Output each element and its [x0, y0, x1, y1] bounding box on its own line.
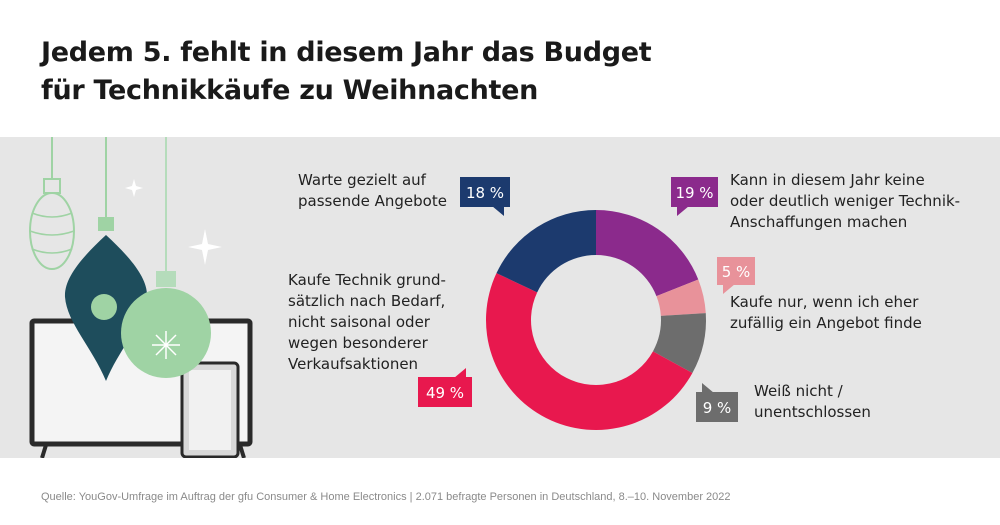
label-budget-line: Anschaffungen machen — [730, 213, 908, 231]
slice-bedarf — [486, 273, 693, 430]
label-angebote: Warte gezielt auf passende Angebote — [298, 170, 447, 212]
label-budget-line: oder deutlich weniger Technik- — [730, 192, 961, 210]
label-unentschlossen: Weiß nicht / unentschlossen — [754, 381, 871, 423]
chart-panel: 19 % 5 % 9 % 49 % 18 % Warte gezielt auf pas… — [0, 137, 1000, 458]
label-bedarf-line: Verkaufsaktionen — [288, 355, 419, 373]
label-budget: Kann in diesem Jahr keine oder deutlich … — [730, 170, 960, 233]
slice-angebote — [496, 210, 596, 293]
value-callouts: 19 % 5 % 9 % 49 % 18 % — [418, 177, 755, 422]
label-angebote-line: Warte gezielt auf — [298, 171, 426, 189]
ornament-green-icon — [121, 137, 211, 378]
callout-bedarf: 49 % — [418, 368, 472, 407]
title-line-1: Jedem 5. fehlt in diesem Jahr das Budget — [41, 37, 652, 68]
data-label-bedarf: 49 % — [426, 384, 464, 402]
label-zufall: Kaufe nur, wenn ich eher zufällig ein An… — [730, 292, 922, 334]
label-bedarf-line: sätzlich nach Bedarf, — [288, 292, 446, 310]
chart-canvas: 19 % 5 % 9 % 49 % 18 % — [29, 137, 755, 458]
title-line-2: für Technikkäufe zu Weihnachten — [41, 75, 539, 106]
ornament-outline-icon — [29, 137, 75, 270]
label-bedarf-line: wegen besonderer — [288, 334, 428, 352]
sparkle-icon — [125, 179, 222, 265]
data-label-angebote: 18 % — [466, 184, 504, 202]
data-label-zufall: 5 % — [722, 263, 751, 281]
callout-zufall: 5 % — [717, 257, 755, 294]
label-bedarf-line: nicht saisonal oder — [288, 313, 430, 331]
label-zufall-line: zufällig ein Angebot finde — [730, 314, 922, 332]
label-bedarf: Kaufe Technik grund- sätzlich nach Bedar… — [288, 270, 446, 375]
data-label-budget: 19 % — [675, 184, 713, 202]
label-zufall-line: Kaufe nur, wenn ich eher — [730, 293, 919, 311]
slice-budget — [596, 210, 699, 297]
tablet-icon — [180, 361, 240, 458]
decoration-illustration — [29, 137, 253, 458]
page-title: Jedem 5. fehlt in diesem Jahr das Budget… — [41, 34, 941, 110]
slice-zufall — [656, 279, 706, 316]
label-budget-line: Kann in diesem Jahr keine — [730, 171, 925, 189]
data-label-unentschlossen: 9 % — [703, 399, 732, 417]
label-bedarf-line: Kaufe Technik grund- — [288, 271, 446, 289]
slice-unentschlossen — [652, 313, 706, 373]
source-note: Quelle: YouGov-Umfrage im Auftrag der gf… — [41, 491, 731, 503]
callout-budget: 19 % — [671, 177, 718, 216]
label-angebote-line: passende Angebote — [298, 192, 447, 210]
ornament-teal-icon — [64, 137, 148, 381]
label-unentschlossen-line: Weiß nicht / — [754, 382, 843, 400]
callout-angebote: 18 % — [460, 177, 510, 216]
donut-chart — [486, 210, 706, 430]
label-unentschlossen-line: unentschlossen — [754, 403, 871, 421]
callout-unentschlossen: 9 % — [696, 383, 738, 422]
